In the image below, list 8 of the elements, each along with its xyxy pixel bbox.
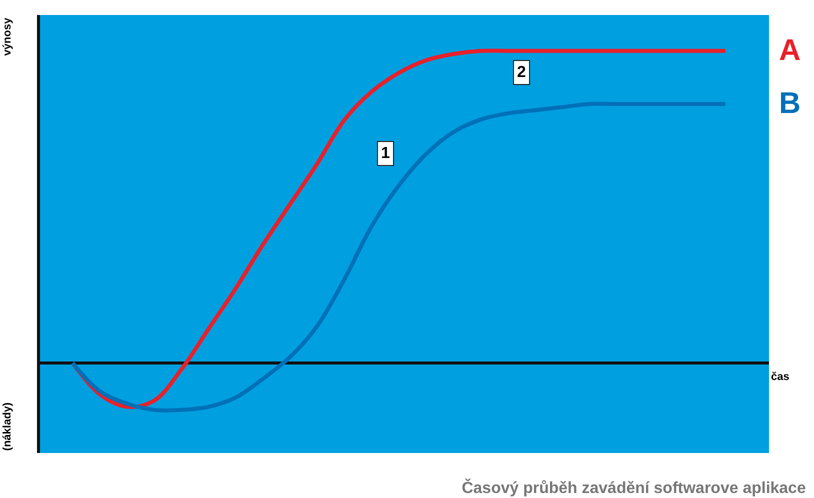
series-label: B [779, 87, 801, 120]
annotation: 2 [517, 64, 526, 81]
text: (náklady) [2, 402, 14, 451]
annotation: 1 [381, 145, 390, 162]
y-axis-title: výnosy [2, 16, 14, 56]
series-label: A [779, 34, 801, 67]
x-axis-title: čas [771, 371, 790, 383]
text: Časový průběh zavádění softwarove aplikace [462, 478, 806, 498]
